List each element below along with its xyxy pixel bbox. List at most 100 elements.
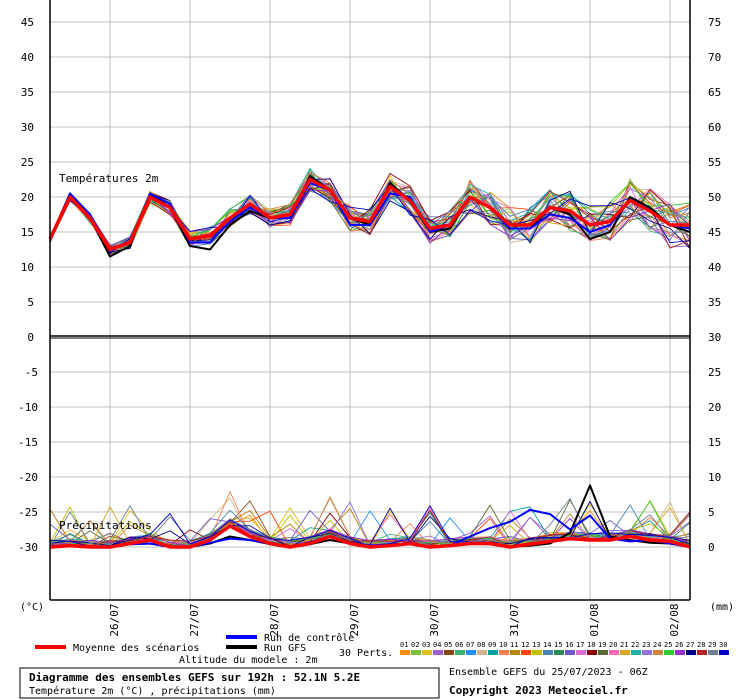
x-tick-label: 28/07 bbox=[268, 603, 281, 636]
grid bbox=[50, 0, 690, 600]
pert-legend-label: 06 bbox=[455, 641, 463, 649]
legend-control-label: Run de contrôle bbox=[264, 632, 354, 644]
pert-legend-label: 19 bbox=[598, 641, 606, 649]
temp-left-tick: 45 bbox=[21, 16, 34, 29]
pert-legend-label: 07 bbox=[466, 641, 474, 649]
precip-right-tick: 5 bbox=[708, 506, 715, 519]
pert-legend-label: 11 bbox=[510, 641, 518, 649]
temp-left-tick: 5 bbox=[27, 296, 34, 309]
temp-control-line bbox=[49, 182, 691, 251]
pert-legend-label: 17 bbox=[576, 641, 584, 649]
pert-legend-label: 16 bbox=[565, 641, 573, 649]
pert-legend-label: 15 bbox=[554, 641, 562, 649]
pert-legend-swatch bbox=[620, 650, 630, 655]
pert-legend-label: 01 bbox=[400, 641, 408, 649]
x-tick-label: 02/08 bbox=[668, 603, 681, 636]
precip-right-tick: 10 bbox=[708, 471, 721, 484]
legend-mean-label: Moyenne des scénarios bbox=[73, 642, 199, 654]
pert-legend-swatch bbox=[653, 650, 663, 655]
pert-legend-swatch bbox=[400, 650, 410, 655]
x-tick-label: 26/07 bbox=[108, 603, 121, 636]
pert-legend-label: 03 bbox=[422, 641, 430, 649]
precip-right-tick: 25 bbox=[708, 366, 721, 379]
pert-legend-swatch bbox=[664, 650, 674, 655]
footer-copyright: Copyright 2023 Meteociel.fr bbox=[449, 684, 628, 697]
temp-left-tick: 20 bbox=[21, 191, 34, 204]
pert-legend-swatch bbox=[719, 650, 729, 655]
precip-mean-line bbox=[49, 524, 691, 549]
temp-right-tick: 55 bbox=[708, 156, 721, 169]
pert-legend-swatch bbox=[543, 650, 553, 655]
main-series bbox=[48, 175, 691, 549]
pert-legend-label: 02 bbox=[411, 641, 419, 649]
legend-gfs-label: Run GFS bbox=[264, 643, 306, 654]
pert-legend-label: 27 bbox=[686, 641, 694, 649]
temp-left-tick: 30 bbox=[21, 121, 34, 134]
precip-left-tick: -30 bbox=[18, 541, 38, 554]
precip-right-tick: 15 bbox=[708, 436, 721, 449]
pert-legend-label: 22 bbox=[631, 641, 639, 649]
pert-legend-label: 10 bbox=[499, 641, 507, 649]
precip-left-tick: -15 bbox=[18, 436, 38, 449]
pert-legend-swatch bbox=[466, 650, 476, 655]
pert-legend-swatch bbox=[598, 650, 608, 655]
x-tick-label: 30/07 bbox=[428, 603, 441, 636]
x-tick-label: 27/07 bbox=[188, 603, 201, 636]
pert-legend-swatch bbox=[697, 650, 707, 655]
pert-legend-swatch bbox=[433, 650, 443, 655]
footer-title: Diagramme des ensembles GEFS sur 192h : … bbox=[29, 671, 360, 684]
pert-legend-swatch bbox=[532, 650, 542, 655]
pert-legend-label: 05 bbox=[444, 641, 452, 649]
pert-legend-swatch bbox=[521, 650, 531, 655]
pert-legend-label: 14 bbox=[543, 641, 551, 649]
left-unit-label: (°C) bbox=[20, 602, 44, 613]
temp-left-tick: 25 bbox=[21, 156, 34, 169]
pert-legend-label: 12 bbox=[521, 641, 529, 649]
footer-subtitle: Température 2m (°C) , précipitations (mm… bbox=[29, 685, 276, 697]
pert-legend-swatch bbox=[609, 650, 619, 655]
pert-legend-swatch bbox=[488, 650, 498, 655]
pert-legend-swatch bbox=[642, 650, 652, 655]
precip-left-tick: -25 bbox=[18, 506, 38, 519]
pert-legend-swatch bbox=[455, 650, 465, 655]
temp-right-tick: 75 bbox=[708, 16, 721, 29]
pert-legend-label: 20 bbox=[609, 641, 617, 649]
pert-legend-swatch bbox=[576, 650, 586, 655]
pert-legend-label: 24 bbox=[653, 641, 661, 649]
temp-right-tick: 65 bbox=[708, 86, 721, 99]
pert-legend-label: 28 bbox=[697, 641, 705, 649]
pert-legend-label: 13 bbox=[532, 641, 540, 649]
footer-box-left bbox=[19, 667, 440, 699]
x-tick-label: 29/07 bbox=[348, 603, 361, 636]
temp-right-tick: 30 bbox=[708, 331, 721, 344]
x-tick-label: 31/07 bbox=[508, 603, 521, 636]
pert-legend-swatch bbox=[411, 650, 421, 655]
precip-right-tick: 20 bbox=[708, 401, 721, 414]
perturbation-legend: 01 02 03 04 05 06 07 08 09 10 11 12 13 14 15 16 17 18 19 20… bbox=[400, 641, 729, 655]
pert-legend-swatch bbox=[708, 650, 718, 655]
pert-legend-swatch bbox=[444, 650, 454, 655]
temp-right-tick: 35 bbox=[708, 296, 721, 309]
pert-legend-swatch bbox=[675, 650, 685, 655]
altitude-label: Altitude du modele : 2m bbox=[179, 655, 317, 666]
temp-subtitle: Températures 2m bbox=[59, 172, 159, 185]
pert-legend-label: 21 bbox=[620, 641, 628, 649]
pert-legend-swatch bbox=[499, 650, 509, 655]
legend-perts-label: 30 Perts. bbox=[339, 648, 393, 659]
pert-legend-label: 09 bbox=[488, 641, 496, 649]
temp-left-tick: 0 bbox=[27, 331, 34, 344]
pert-legend-label: 08 bbox=[477, 641, 485, 649]
precip-subtitle: Précipitations bbox=[59, 519, 152, 532]
temp-right-tick: 50 bbox=[708, 191, 721, 204]
pert-legend-label: 29 bbox=[708, 641, 716, 649]
pert-legend-label: 04 bbox=[433, 641, 441, 649]
pert-legend-swatch bbox=[686, 650, 696, 655]
pert-legend-swatch bbox=[510, 650, 520, 655]
precip-right-tick: 0 bbox=[708, 541, 715, 554]
temp-right-tick: 70 bbox=[708, 51, 721, 64]
temp-right-tick: 45 bbox=[708, 226, 721, 239]
temp-left-tick: 15 bbox=[21, 226, 34, 239]
temp-mean-line bbox=[48, 177, 690, 252]
precip-pert-line bbox=[49, 509, 691, 547]
